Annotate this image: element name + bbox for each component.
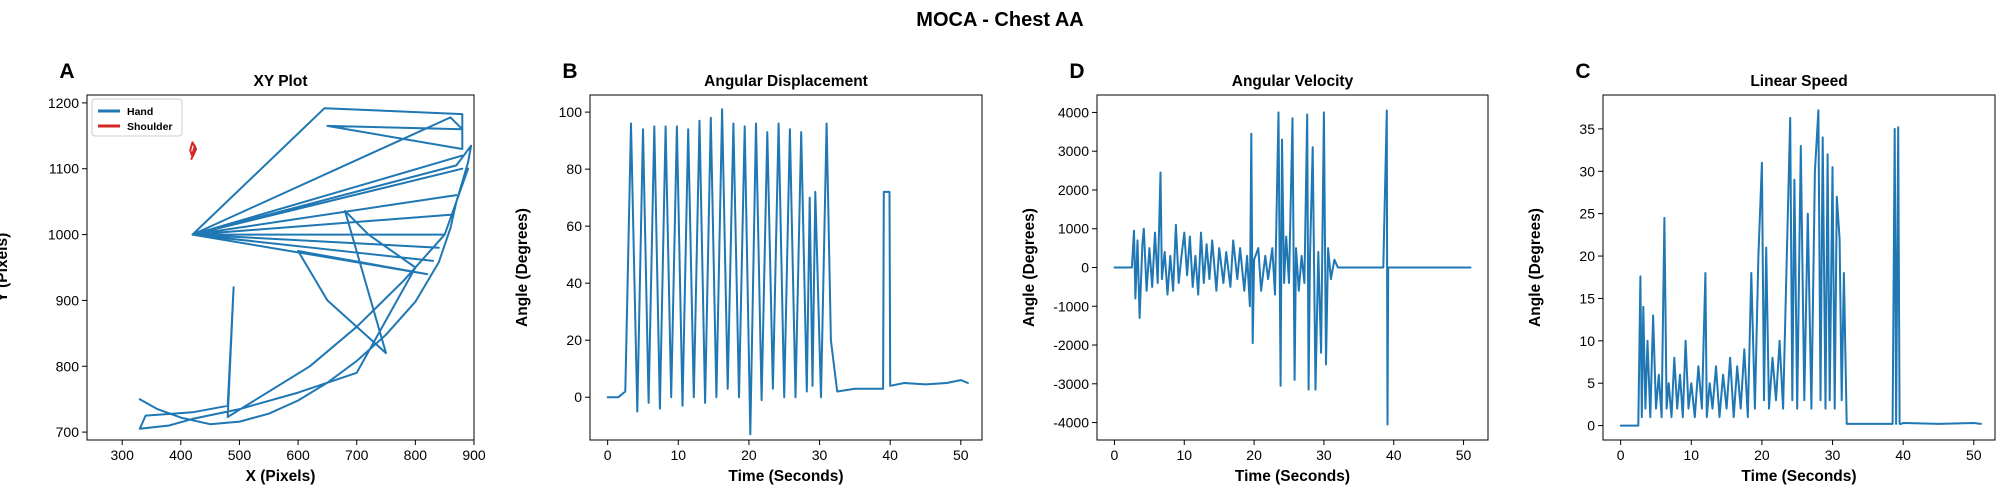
panel-d-series-line xyxy=(1113,109,1472,426)
panel-a-ytick-label: 900 xyxy=(56,292,80,308)
panel-b-xtick-label: 0 xyxy=(604,447,612,463)
panel-a-series-shoulder xyxy=(189,141,198,160)
panel-a-xtick-label: 500 xyxy=(228,447,252,463)
panel-d-letter: D xyxy=(1069,60,1084,83)
panel-c-ytick-label: 25 xyxy=(1579,206,1595,222)
panel-a-ytick-label: 1200 xyxy=(48,95,79,111)
panel-c-ytick-label: 10 xyxy=(1579,333,1595,349)
panel-b-ytick-label: 40 xyxy=(566,275,582,291)
panel-a-frame xyxy=(86,94,475,441)
panel-a-xtick-label: 700 xyxy=(345,447,369,463)
panel-d-ylabel: Angle (Degrees) xyxy=(1021,208,1038,327)
panel-b-xtick-label: 30 xyxy=(812,447,828,463)
panel-c-xtick-label: 30 xyxy=(1825,447,1841,463)
panel-c-ytick-label: 35 xyxy=(1579,121,1595,137)
panel-a-ytick-label: 1100 xyxy=(49,161,79,177)
panel-a-xlabel: X (Pixels) xyxy=(246,468,316,485)
panel-b-xtick-label: 40 xyxy=(882,447,898,463)
panel-d-xlabel: Time (Seconds) xyxy=(1235,468,1350,485)
panel-d-xtick-label: 10 xyxy=(1176,447,1192,463)
panel-b-ytick-label: 20 xyxy=(566,332,582,348)
panel-a-ytick-label: 800 xyxy=(56,358,80,374)
panel-b-ytick-label: 60 xyxy=(566,218,582,234)
panel-d-ytick-label: 4000 xyxy=(1058,104,1089,120)
panel-c-xtick-label: 10 xyxy=(1683,447,1699,463)
panel-c-series-line xyxy=(1619,109,1982,427)
panel-b-xtick-label: 50 xyxy=(953,447,969,463)
panel-d-ytick-label: -2000 xyxy=(1053,337,1089,353)
panel-b-series-line xyxy=(606,108,969,436)
panel-a-ylabel: Y (Pixels) xyxy=(0,233,11,303)
legend-label-shoulder: Shoulder xyxy=(127,121,173,133)
panel-c-title: Linear Speed xyxy=(1750,73,1847,90)
panel-d-ytick-label: -4000 xyxy=(1053,415,1089,431)
panel-c-letter: C xyxy=(1575,60,1590,83)
panel-b-xtick-label: 20 xyxy=(741,447,757,463)
panel-d-ytick-label: 3000 xyxy=(1058,143,1089,159)
panel-d-xtick-label: 40 xyxy=(1386,447,1402,463)
panel-c: C Linear Speed Time (Seconds) Angle (Degree… xyxy=(1527,60,1996,485)
panel-a-xtick-label: 800 xyxy=(404,447,428,463)
panel-c-ytick-label: 5 xyxy=(1587,375,1595,391)
panel-b-ytick-label: 80 xyxy=(566,161,582,177)
panel-c-ytick-label: 0 xyxy=(1587,418,1595,434)
panel-a-letter: A xyxy=(59,60,74,83)
panel-b-frame xyxy=(589,94,983,441)
figure-title: MOCA - Chest AA xyxy=(916,9,1083,31)
panel-b: B Angular Displacement Time (Seconds) Angle… xyxy=(514,60,983,485)
panel-d-xtick-label: 0 xyxy=(1111,447,1119,463)
panel-b-xtick-label: 10 xyxy=(670,447,686,463)
panel-b-title: Angular Displacement xyxy=(704,73,868,90)
panel-b-ylabel: Angle (Degrees) xyxy=(514,208,531,327)
panel-a-xtick-label: 600 xyxy=(286,447,310,463)
panel-d-xtick-label: 30 xyxy=(1316,447,1332,463)
panel-d-title: Angular Velocity xyxy=(1232,73,1354,90)
panel-b-xlabel: Time (Seconds) xyxy=(728,468,843,485)
panel-c-ytick-label: 30 xyxy=(1579,163,1595,179)
panel-a-ytick-label: 700 xyxy=(56,424,80,440)
legend-label-hand: Hand xyxy=(127,106,153,118)
panel-c-xtick-label: 50 xyxy=(1966,447,1982,463)
panel-a-xtick-label: 300 xyxy=(111,447,135,463)
panel-a-series-hand xyxy=(138,107,473,430)
panel-c-xlabel: Time (Seconds) xyxy=(1741,468,1856,485)
panel-b-letter: B xyxy=(562,60,577,83)
panel-a-xtick-label: 900 xyxy=(462,447,486,463)
panel-d-xtick-label: 20 xyxy=(1246,447,1262,463)
panel-a-ytick-label: 1000 xyxy=(48,227,79,243)
panel-a: A XY Plot X (Pixels) Y (Pixels) 300 400 500 600… xyxy=(0,60,486,485)
panel-a-title: XY Plot xyxy=(254,73,308,90)
panel-b-ytick-label: 0 xyxy=(574,389,582,405)
panel-d-ytick-label: -3000 xyxy=(1053,376,1089,392)
panel-d-ytick-label: 2000 xyxy=(1058,182,1089,198)
panel-c-xtick-label: 40 xyxy=(1895,447,1911,463)
panel-d: D Angular Velocity Time (Seconds) Angle (De… xyxy=(1021,60,1489,485)
panel-d-xtick-label: 50 xyxy=(1456,447,1472,463)
panel-b-ytick-label: 100 xyxy=(559,104,583,120)
panel-c-frame xyxy=(1602,94,1996,441)
panel-c-ytick-label: 15 xyxy=(1579,290,1595,306)
panel-d-ytick-label: -1000 xyxy=(1053,298,1089,314)
panel-c-xtick-label: 0 xyxy=(1617,447,1625,463)
panel-a-legend: Hand Shoulder xyxy=(91,98,183,137)
panel-c-ylabel: Angle (Degrees) xyxy=(1527,208,1544,327)
panel-c-xtick-label: 20 xyxy=(1754,447,1770,463)
panel-c-ytick-label: 20 xyxy=(1579,248,1595,264)
panel-a-xtick-label: 400 xyxy=(169,447,193,463)
panel-d-ytick-label: 0 xyxy=(1081,260,1089,276)
panel-d-ytick-label: 1000 xyxy=(1058,221,1089,237)
